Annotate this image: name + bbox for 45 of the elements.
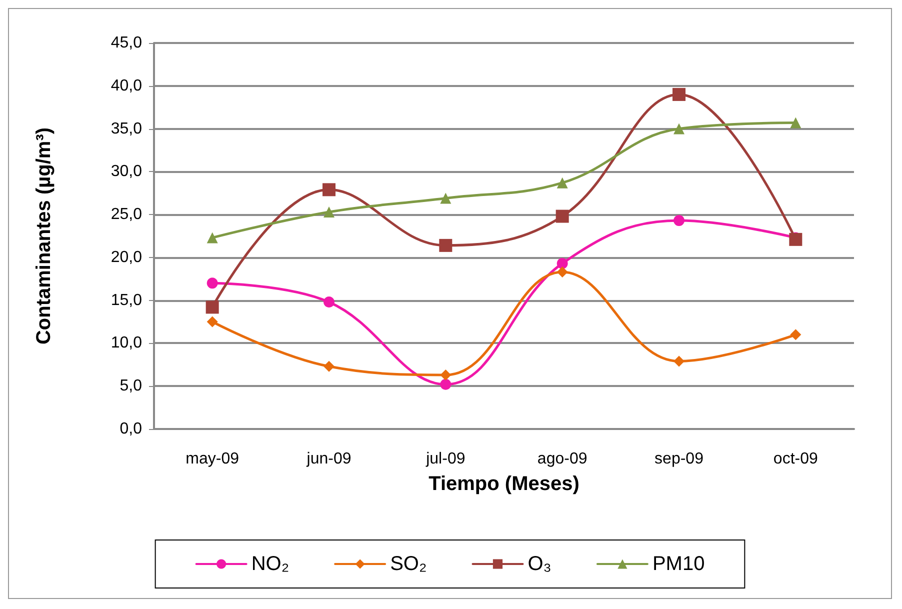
y-tick-label: 10,0: [110, 334, 142, 352]
point: [206, 300, 219, 314]
point: [790, 329, 802, 340]
y-tick-label: 35,0: [110, 120, 142, 138]
point: [322, 183, 336, 196]
x-tick-label: ago-09: [537, 450, 588, 468]
point: [206, 316, 218, 328]
point: [674, 123, 684, 134]
x-tick-label: sep-09: [654, 450, 704, 468]
point: [324, 360, 334, 372]
point: [672, 88, 686, 101]
point: [556, 266, 568, 278]
point: [206, 232, 218, 244]
point: [324, 296, 334, 308]
y-tick-label: 5,0: [120, 378, 142, 395]
legend-label: PM10: [652, 553, 705, 575]
point: [440, 192, 452, 204]
legend-label: NO₂: [251, 553, 290, 575]
y-tick-label: 25,0: [110, 206, 142, 224]
y-tick-label: 45,0: [110, 34, 142, 52]
y-tick-label: 0,0: [120, 420, 142, 438]
point: [324, 206, 334, 218]
point: [556, 258, 568, 269]
point: [556, 177, 568, 188]
point: [206, 278, 218, 289]
point: [674, 215, 684, 226]
x-tick-label: may-09: [186, 450, 240, 468]
point: [790, 117, 802, 128]
point: [440, 378, 452, 390]
y-axis-title: Contaminantes (µg/m³): [33, 127, 55, 345]
x-tick-label: jul-09: [425, 450, 466, 468]
y-tick-label: 20,0: [110, 248, 142, 266]
point: [789, 232, 802, 246]
x-axis-title: Tiempo (Meses): [428, 473, 580, 495]
y-tick-label: 15,0: [110, 292, 142, 309]
point: [439, 238, 452, 252]
y-tick-label: 30,0: [110, 163, 142, 180]
y-tick-label: 40,0: [110, 77, 142, 94]
legend-label: SO₂: [390, 553, 427, 575]
point: [556, 210, 569, 223]
x-tick-label: oct-09: [773, 450, 818, 468]
point: [674, 356, 684, 367]
point: [440, 369, 452, 380]
x-tick-label: jun-09: [306, 450, 352, 468]
legend-label: O₃: [528, 553, 552, 575]
